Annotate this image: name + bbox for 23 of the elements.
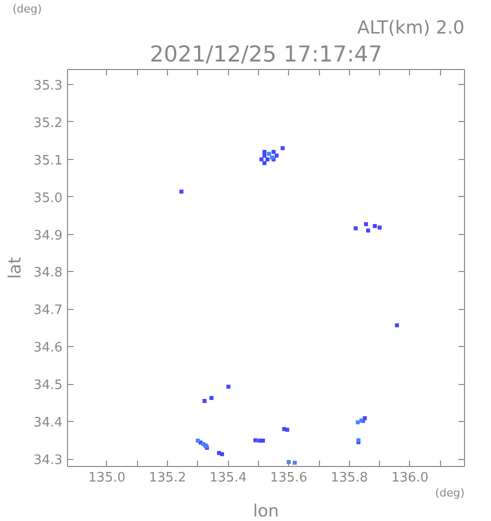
y-tick-label: 35.3 [34, 78, 63, 94]
y-tick-label: 34.5 [34, 378, 63, 394]
x-tick-label: 135.6 [270, 470, 308, 486]
x-tick-label: 135.4 [210, 470, 247, 486]
y-tick-label: 35.1 [34, 153, 63, 168]
x-axis-title: lon [253, 502, 279, 521]
y-tick-label: 35.2 [34, 116, 63, 131]
y-tick-label: 34.7 [34, 303, 63, 318]
y-tick-label: 34.9 [34, 228, 63, 244]
y-tick-label: 34.6 [34, 340, 63, 356]
x-tick-label: 135.0 [88, 470, 126, 486]
y-tick-label: 35.0 [34, 190, 63, 206]
text: (deg) [435, 486, 465, 500]
x-tick-label: 136.0 [391, 470, 429, 486]
y-axis-title: lat [6, 256, 26, 279]
text: (deg) [12, 2, 42, 16]
x-tick-label: 135.8 [330, 470, 368, 486]
y-tick-label: 34.8 [34, 266, 63, 281]
y-tick-label: 34.3 [34, 453, 63, 468]
chart-title: 2021/12/25 17:17:47 [150, 42, 382, 68]
y-tick-label: 34.4 [34, 416, 63, 431]
text: ALT(km) 2.0 [357, 18, 465, 38]
x-tick-label: 135.2 [148, 470, 186, 486]
